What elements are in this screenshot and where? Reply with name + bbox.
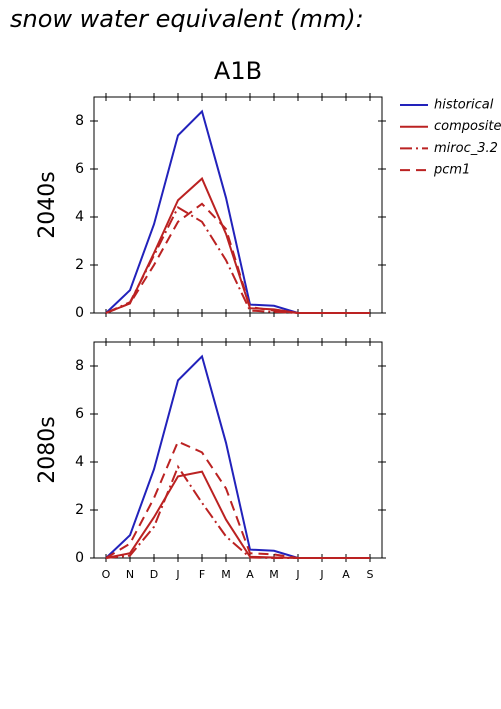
x-tick-label: A — [246, 568, 254, 581]
y-tick-label: 0 — [75, 550, 84, 566]
y-axis-label: 2040s — [35, 171, 60, 238]
x-tick-label: N — [126, 568, 134, 581]
x-tick-label: S — [367, 568, 374, 581]
series-line — [105, 202, 370, 314]
plot-frame — [93, 341, 383, 559]
x-tick-label: J — [295, 568, 299, 581]
x-tick-label: M — [221, 568, 231, 581]
y-tick-label: 2 — [75, 257, 84, 273]
x-tick-label: A — [342, 568, 350, 581]
series-line — [105, 464, 370, 559]
x-tick-label: D — [150, 568, 158, 581]
series-line — [105, 440, 370, 559]
y-tick-label: 2 — [75, 502, 84, 518]
y-tick-label: 6 — [75, 406, 84, 422]
page-title: snow water equivalent (mm): — [10, 5, 364, 33]
legend-label: pcm1 — [433, 163, 470, 178]
y-tick-label: 8 — [75, 358, 84, 374]
x-tick-label: F — [199, 568, 205, 581]
legend-label: historical — [434, 98, 494, 113]
x-tick-label: O — [102, 568, 111, 581]
series-line — [105, 354, 370, 559]
x-tick-label: J — [175, 568, 179, 581]
y-tick-label: 6 — [75, 161, 84, 177]
x-tick-label: M — [269, 568, 279, 581]
y-tick-label: 8 — [75, 113, 84, 129]
series-line — [105, 109, 370, 314]
series-line — [105, 470, 370, 559]
legend-label: miroc_3.2 — [434, 141, 498, 156]
plot-frame — [93, 96, 383, 314]
y-tick-label: 0 — [75, 305, 84, 321]
y-tick-label: 4 — [75, 454, 84, 470]
series-line — [105, 205, 370, 314]
y-tick-label: 4 — [75, 209, 84, 225]
legend-label: composite — [434, 119, 501, 134]
chart-title: A1B — [214, 57, 262, 85]
y-axis-label: 2080s — [35, 416, 60, 483]
x-tick-label: J — [319, 568, 323, 581]
